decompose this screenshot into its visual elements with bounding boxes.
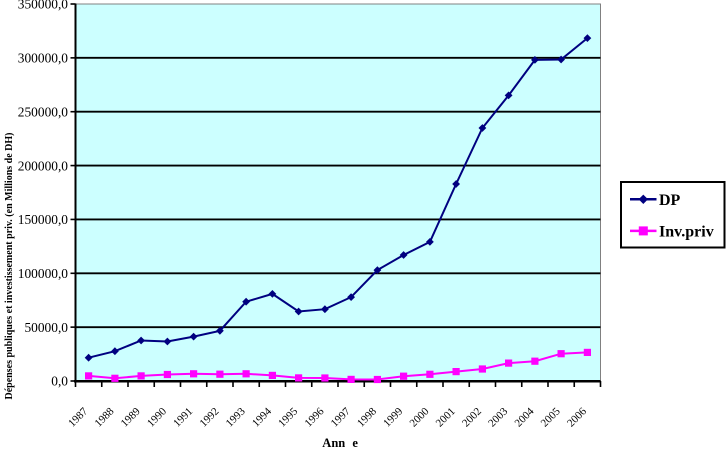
svg-text:50000,0: 50000,0 [24, 320, 68, 335]
svg-text:Inv.priv: Inv.priv [659, 224, 714, 241]
svg-text:250000,0: 250000,0 [18, 104, 69, 119]
svg-text:Ann: Ann [322, 436, 345, 450]
svg-text:e: e [352, 436, 358, 450]
svg-text:0,0: 0,0 [51, 374, 68, 389]
svg-text:200000,0: 200000,0 [18, 158, 69, 173]
svg-text:150000,0: 150000,0 [18, 212, 69, 227]
svg-text:300000,0: 300000,0 [18, 51, 69, 66]
svg-text:DP: DP [659, 192, 681, 209]
svg-text:100000,0: 100000,0 [18, 266, 69, 281]
svg-text:350000,0: 350000,0 [18, 0, 69, 12]
svg-text:Dépenses publiques et investis: Dépenses publiques et investissement pri… [4, 133, 15, 400]
